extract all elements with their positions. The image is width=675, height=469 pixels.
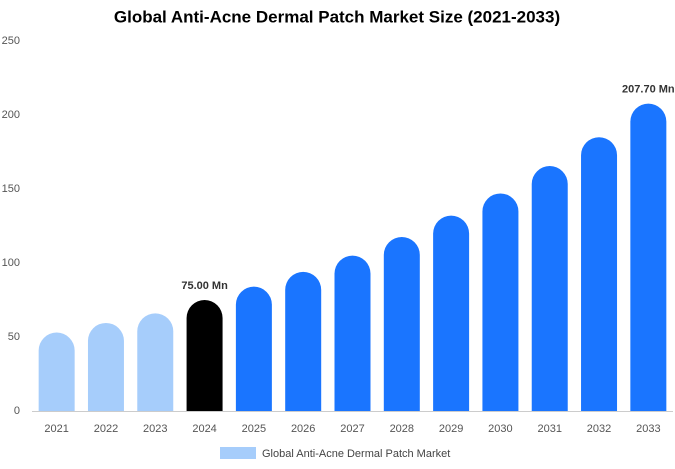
x-tick-label: 2031 — [537, 423, 561, 435]
bar — [630, 103, 667, 411]
bar — [235, 286, 272, 411]
chart-title: Global Anti-Acne Dermal Patch Market Siz… — [114, 7, 560, 26]
x-tick-label: 2033 — [636, 423, 660, 435]
legend-label: Global Anti-Acne Dermal Patch Market — [262, 448, 450, 460]
y-tick-label: 100 — [2, 257, 20, 269]
x-tick-label: 2028 — [390, 423, 414, 435]
x-tick-label: 2027 — [340, 423, 364, 435]
x-tick-label: 2032 — [587, 423, 611, 435]
x-tick-label: 2021 — [44, 423, 68, 435]
data-label: 75.00 Mn — [181, 280, 228, 292]
bar — [383, 236, 420, 411]
bar — [433, 215, 470, 411]
bar — [581, 137, 618, 411]
legend-swatch — [220, 447, 256, 459]
x-tick-label: 2022 — [94, 423, 118, 435]
x-tick-label: 2030 — [488, 423, 512, 435]
data-label: 207.70 Mn — [622, 84, 675, 96]
y-tick-label: 0 — [14, 405, 20, 417]
x-tick-label: 2026 — [291, 423, 315, 435]
y-tick-label: 250 — [2, 35, 20, 47]
y-tick-label: 50 — [8, 331, 20, 343]
x-tick-label: 2025 — [242, 423, 266, 435]
bar — [38, 332, 75, 411]
bar — [334, 255, 371, 411]
x-tick-label: 2023 — [143, 423, 167, 435]
bar — [285, 271, 322, 411]
y-tick-label: 200 — [2, 109, 20, 121]
bar — [531, 166, 568, 411]
bar — [482, 193, 519, 411]
bar — [137, 313, 174, 411]
y-tick-label: 150 — [2, 183, 20, 195]
x-tick-label: 2024 — [192, 423, 216, 435]
x-tick-label: 2029 — [439, 423, 463, 435]
bar — [186, 300, 223, 411]
bar — [87, 322, 124, 411]
